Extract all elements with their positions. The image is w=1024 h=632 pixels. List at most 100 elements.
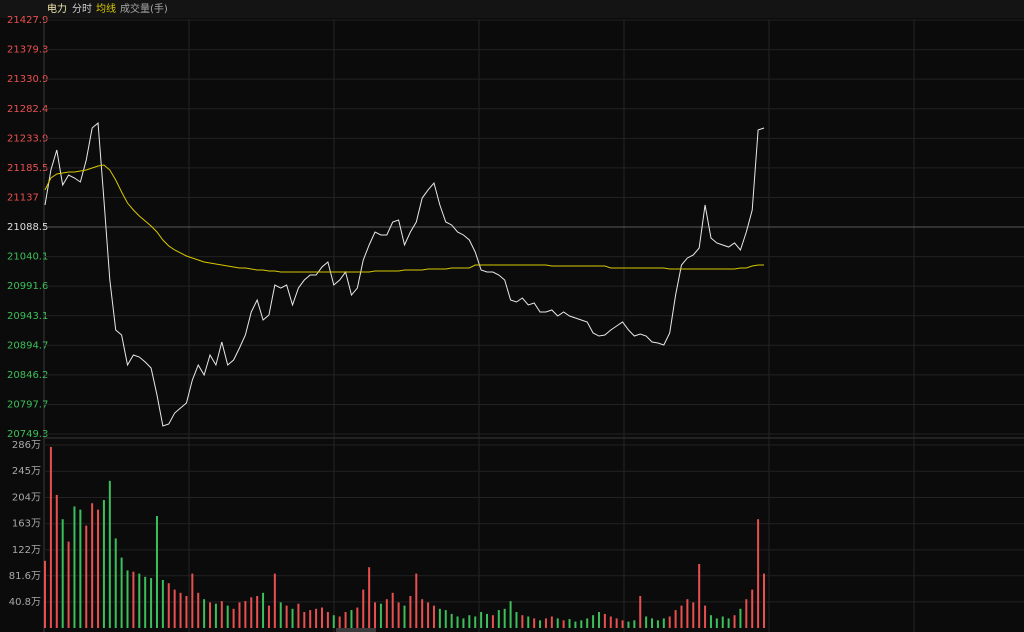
volume-bar (415, 573, 418, 628)
volume-bar (645, 616, 648, 628)
volume-bar (167, 583, 170, 628)
volume-bar (138, 573, 141, 628)
volume-bar (220, 601, 223, 628)
volume-bar (521, 615, 524, 628)
volume-bar (539, 620, 542, 628)
y-tick-label: 21427.9 (7, 15, 48, 26)
volume-bar (503, 608, 506, 628)
legend-entry: 均线 (96, 2, 116, 15)
volume-bar (533, 618, 536, 628)
volume-bar (751, 589, 754, 628)
volume-bar (73, 506, 76, 628)
volume-bar (651, 618, 654, 628)
volume-bar (427, 602, 430, 628)
y-tick-label: 21379.3 (7, 45, 48, 56)
volume-bar (362, 589, 365, 628)
volume-bar (55, 494, 58, 628)
volume-bar (698, 564, 701, 628)
instrument-name: 电力 (47, 2, 67, 15)
volume-bar (674, 610, 677, 628)
volume-bar (609, 616, 612, 628)
volume-bar (763, 573, 765, 628)
y-tick-label: 21040.1 (7, 252, 48, 263)
volume-bar (727, 618, 730, 628)
volume-bar (344, 612, 347, 628)
volume-bar (709, 615, 712, 628)
volume-bar (621, 620, 624, 628)
volume-bar (385, 599, 388, 628)
volume-bar (155, 516, 158, 628)
volume-bar (232, 608, 235, 628)
y-tick-label: 21233.9 (7, 133, 48, 144)
volume-bar (303, 612, 306, 628)
y-tick-label: 245万 (12, 466, 41, 477)
volume-bar (108, 480, 111, 628)
volume-bar (409, 596, 412, 628)
y-tick-label: 286万 (12, 440, 41, 451)
y-tick-label: 21330.9 (7, 74, 48, 85)
volume-bar (150, 578, 153, 628)
y-tick-label: 204万 (12, 492, 41, 503)
volume-bar (468, 615, 471, 628)
volume-bar (592, 615, 595, 628)
header-bar (0, 0, 1024, 18)
volume-bar (44, 560, 46, 628)
volume-bar (226, 605, 229, 628)
volume-bar (456, 616, 459, 628)
volume-bar (350, 610, 353, 628)
volume-bar (486, 613, 489, 628)
volume-bar (326, 612, 329, 628)
volume-bar (214, 603, 217, 628)
volume-bar (173, 589, 176, 628)
volume-bar (586, 618, 589, 628)
volume-bar (267, 605, 270, 628)
y-tick-label: 20797.7 (7, 399, 48, 410)
volume-bar (403, 605, 406, 628)
volume-bar (639, 596, 642, 628)
volume-bar (49, 446, 52, 628)
volume-bar (244, 601, 247, 628)
volume-bar (291, 608, 294, 628)
volume-bar (391, 592, 394, 628)
volume-bar (132, 571, 135, 628)
volume-bar (197, 592, 200, 628)
volume-bar (432, 605, 435, 628)
volume-bar (79, 509, 82, 628)
volume-bar (544, 618, 547, 628)
volume-bar (320, 607, 323, 628)
volume-bar (474, 616, 477, 628)
volume-bar (509, 601, 512, 628)
volume-bar (297, 603, 300, 628)
volume-bar (739, 608, 742, 628)
volume-bar (250, 597, 253, 628)
y-tick-label: 40.8万 (9, 597, 41, 608)
volume-bar (356, 607, 359, 628)
volume-bar (315, 608, 318, 628)
volume-bar (597, 612, 600, 628)
y-tick-label: 20894.7 (7, 340, 48, 351)
volume-bar (656, 620, 659, 628)
volume-bar (421, 599, 424, 628)
y-tick-label: 21137 (7, 192, 39, 203)
volume-bar (120, 557, 123, 628)
y-tick-label: 20991.6 (7, 281, 48, 292)
volume-bar (550, 616, 553, 628)
volume-bar (203, 599, 206, 628)
volume-bar (379, 603, 382, 628)
volume-bar (61, 519, 64, 628)
volume-bar (462, 618, 465, 628)
volume-bar (574, 621, 577, 628)
volume-bar (444, 610, 447, 628)
legend-entry: 分时 (72, 3, 92, 15)
volume-bar (497, 610, 500, 628)
volume-bar (114, 538, 117, 628)
volume-bar (615, 618, 618, 628)
volume-bar (568, 619, 571, 628)
volume-bar (285, 605, 288, 628)
y-tick-label: 81.6万 (9, 571, 41, 582)
volume-title: 成交量(手) (120, 2, 168, 15)
volume-bar (97, 509, 100, 628)
volume-bar (262, 592, 265, 628)
volume-bar (238, 602, 241, 628)
